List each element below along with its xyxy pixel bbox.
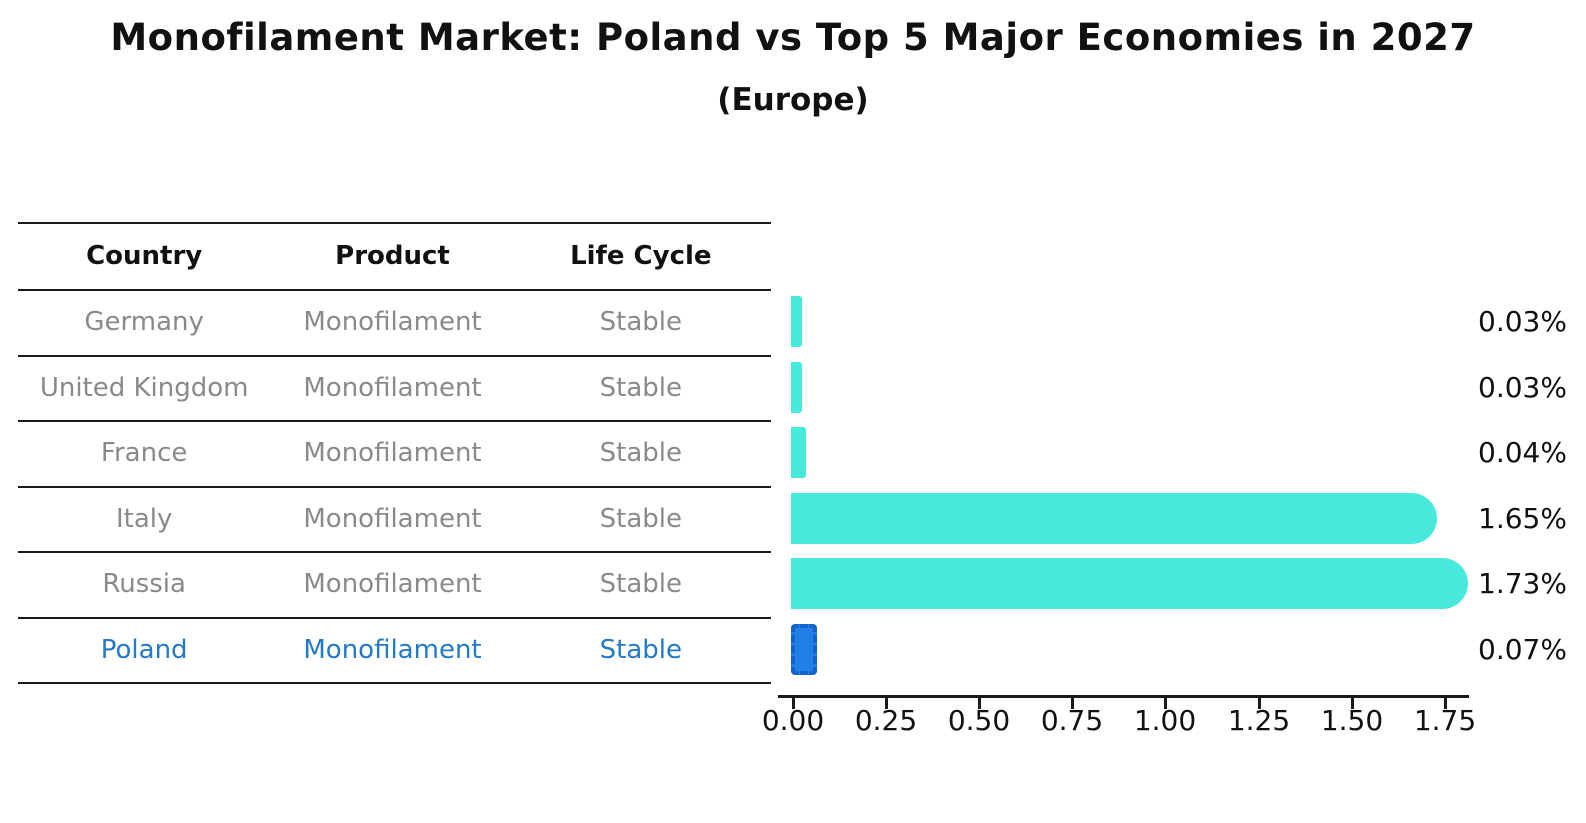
bar-italy (791, 493, 1438, 544)
x-tick-label: 1.75 (1413, 704, 1477, 737)
life-cycle-cell: Stable (599, 503, 682, 534)
table-header-row: Country Product Life Cycle (20, 224, 765, 287)
table-rule (18, 682, 771, 684)
x-axis-tick (1351, 698, 1354, 709)
x-axis-tick (1071, 698, 1074, 709)
column-header-product: Product (335, 240, 450, 271)
table-rule (18, 551, 771, 553)
value-label-poland: 0.07% (1478, 633, 1567, 666)
x-tick-label: 1.00 (1133, 704, 1197, 737)
chart-title: Monofilament Market: Poland vs Top 5 Maj… (110, 16, 1476, 59)
life-cycle-cell: Stable (599, 569, 682, 599)
x-axis-tick (885, 698, 888, 709)
country-cell: Italy (115, 503, 173, 534)
life-cycle-cell: Stable (599, 438, 682, 468)
product-cell: Monofilament (303, 307, 482, 337)
table-row-united-kingdom: United Kingdom Monofilament Stable (20, 357, 765, 418)
value-label-russia: 1.73% (1478, 567, 1567, 600)
column-header-country: Country (86, 240, 203, 271)
product-cell: Monofilament (303, 438, 482, 468)
x-axis-tick (1444, 698, 1447, 709)
bar-poland (791, 624, 818, 675)
table-row-italy: Italy Monofilament Stable (20, 488, 765, 549)
x-tick-label: 1.25 (1227, 704, 1291, 737)
x-axis-tick (978, 698, 981, 709)
table-rule (18, 222, 771, 224)
x-axis (778, 695, 1469, 698)
value-label-united-kingdom: 0.03% (1478, 371, 1567, 404)
country-cell: Germany (84, 307, 204, 337)
country-cell: Poland (100, 634, 188, 665)
x-axis-tick (792, 698, 795, 709)
x-axis-tick (1164, 698, 1167, 709)
table-rule (18, 486, 771, 488)
life-cycle-cell: Stable (599, 634, 682, 665)
product-cell: Monofilament (303, 372, 482, 403)
table-rule (18, 355, 771, 357)
product-cell: Monofilament (303, 569, 482, 599)
x-tick-label: 0.25 (854, 704, 918, 737)
value-label-germany: 0.03% (1478, 305, 1567, 338)
bar-russia (791, 558, 1468, 609)
value-label-italy: 1.65% (1478, 502, 1567, 535)
table-row-germany: Germany Monofilament Stable (20, 291, 765, 353)
bar-france (791, 427, 806, 478)
x-tick-label: 0.00 (761, 704, 825, 737)
table-rule (18, 420, 771, 422)
chart-subtitle: (Europe) (717, 82, 869, 118)
life-cycle-cell: Stable (599, 307, 682, 337)
x-tick-label: 0.50 (947, 704, 1011, 737)
value-label-france: 0.04% (1478, 436, 1567, 469)
x-tick-label: 0.75 (1040, 704, 1104, 737)
x-tick-label: 1.50 (1320, 704, 1384, 737)
bar-germany (791, 296, 803, 347)
country-cell: United Kingdom (39, 372, 249, 403)
product-cell: Monofilament (303, 634, 482, 665)
product-cell: Monofilament (303, 503, 482, 534)
country-cell: France (100, 438, 188, 468)
table-row-poland: Poland Monofilament Stable (20, 619, 765, 680)
column-header-life-cycle: Life Cycle (570, 240, 712, 271)
table-rule (18, 617, 771, 619)
bar-united-kingdom (791, 362, 803, 413)
table-row-russia: Russia Monofilament Stable (20, 553, 765, 615)
table-rule (18, 289, 771, 291)
country-cell: Russia (102, 569, 186, 599)
table-row-france: France Monofilament Stable (20, 422, 765, 484)
life-cycle-cell: Stable (599, 372, 682, 403)
x-axis-tick (1258, 698, 1261, 709)
